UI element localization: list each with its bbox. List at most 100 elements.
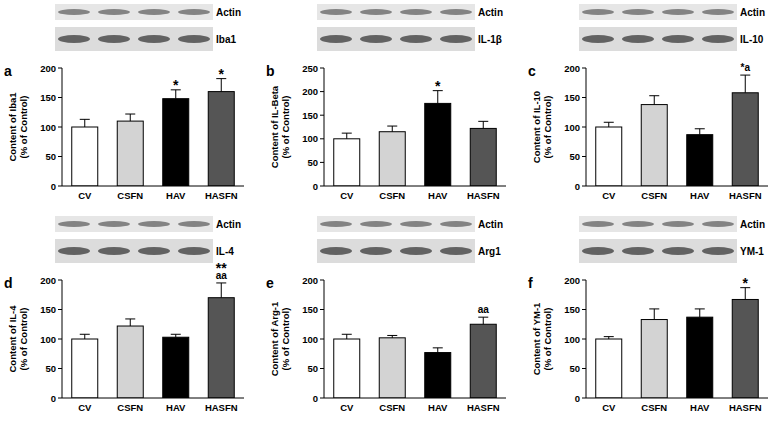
error-bar — [387, 335, 397, 337]
y-tick-label: 0 — [575, 181, 580, 192]
y-tick — [320, 91, 324, 92]
blot-strip — [317, 216, 475, 232]
y-axis-label: Content of IL-10 — [531, 91, 542, 163]
plot-area — [596, 288, 759, 398]
blot-band — [400, 221, 432, 227]
bar — [425, 353, 451, 398]
x-tick-label: CSFN — [379, 402, 405, 413]
panel: bActinIL-1βContent of IL-Beta(% of Contr… — [266, 4, 506, 201]
blot-band — [178, 221, 210, 227]
bar — [163, 337, 189, 398]
y-axis — [586, 68, 587, 186]
y-tick — [58, 309, 62, 310]
y-axis-label: (% of Control) — [18, 308, 29, 371]
blot-strip — [55, 216, 213, 232]
panel-letter: a — [4, 63, 12, 79]
y-axis — [324, 68, 325, 186]
blot-strip — [579, 239, 737, 263]
y-tick — [58, 398, 62, 399]
bar — [379, 338, 405, 398]
blot-label: Actin — [740, 219, 765, 230]
x-axis — [62, 186, 244, 187]
blot-band — [440, 247, 472, 255]
blot-band — [58, 221, 90, 227]
blot-strip — [55, 239, 213, 263]
blot-band — [582, 9, 614, 15]
error-bar — [387, 126, 397, 132]
blot-label: IL-10 — [740, 34, 764, 45]
x-tick-label: CV — [602, 402, 616, 413]
x-tick-label: CV — [340, 402, 354, 413]
y-tick-label: 50 — [307, 157, 318, 168]
blot-label: YM-1 — [740, 246, 764, 257]
blot-band — [440, 35, 472, 43]
blot-label: Actin — [478, 219, 503, 230]
bar — [208, 298, 234, 398]
x-tick-label: HAV — [166, 190, 186, 201]
y-tick-label: 100 — [40, 334, 56, 345]
blot-band — [360, 221, 392, 227]
bar — [334, 139, 360, 186]
figure: aActinIba1Content of Iba1(% of Control)0… — [0, 0, 778, 422]
y-tick — [58, 68, 62, 69]
y-axis-label: Content of YM-1 — [531, 302, 542, 375]
bar — [641, 320, 667, 398]
panel-letter: e — [266, 275, 274, 291]
blot-strip — [317, 27, 475, 51]
x-tick-label: HASFN — [205, 190, 238, 201]
panel: fActinYM-1Content of YM-1(% of Control)0… — [528, 216, 768, 413]
blot-strip — [55, 4, 213, 20]
blot-label: Iba1 — [216, 34, 236, 45]
x-axis — [586, 186, 768, 187]
blot-band — [58, 247, 90, 255]
y-tick-label: 100 — [302, 133, 318, 144]
bar — [72, 127, 98, 186]
blot-strip — [579, 4, 737, 20]
y-tick — [582, 368, 586, 369]
y-tick — [320, 398, 324, 399]
y-tick-label: 150 — [564, 92, 580, 103]
y-tick-label: 200 — [564, 63, 580, 74]
y-tick — [320, 162, 324, 163]
error-bar — [342, 334, 352, 339]
x-tick-label: CSFN — [117, 402, 143, 413]
y-tick-label: 250 — [302, 63, 318, 74]
blot-band — [702, 35, 734, 43]
y-tick — [320, 186, 324, 187]
blot-band — [582, 221, 614, 227]
x-tick-label: CV — [78, 190, 92, 201]
blot-band — [138, 221, 170, 227]
blot-label: Actin — [740, 7, 765, 18]
error-bar — [604, 337, 614, 339]
y-axis-label: (% of Control) — [18, 96, 29, 159]
panel-letter: b — [266, 63, 275, 79]
panel-letter: f — [528, 275, 533, 291]
blot-band — [400, 9, 432, 15]
x-axis — [324, 186, 506, 187]
bar — [334, 339, 360, 398]
blot-label: Actin — [216, 219, 241, 230]
x-tick-label: HASFN — [467, 402, 500, 413]
blot-band — [178, 9, 210, 15]
bar — [425, 103, 451, 186]
blot-strip — [317, 4, 475, 20]
blot-band — [662, 247, 694, 255]
y-tick-label: 100 — [564, 334, 580, 345]
blot-band — [622, 247, 654, 255]
significance-mark: * — [219, 66, 225, 82]
y-tick — [320, 309, 324, 310]
error-bar — [740, 75, 750, 93]
y-tick — [582, 280, 586, 281]
error-bar — [604, 122, 614, 127]
error-bar — [342, 133, 352, 139]
blot-band — [702, 221, 734, 227]
panel: dActinIL-4Content of IL-4(% of Control)0… — [4, 216, 244, 413]
blot-band — [138, 35, 170, 43]
y-tick-label: 50 — [307, 363, 318, 374]
bar — [732, 299, 758, 398]
x-tick-label: CV — [340, 190, 354, 201]
x-tick-label: CSFN — [379, 190, 405, 201]
blot-band — [582, 247, 614, 255]
blot-band — [360, 9, 392, 15]
y-tick — [582, 186, 586, 187]
